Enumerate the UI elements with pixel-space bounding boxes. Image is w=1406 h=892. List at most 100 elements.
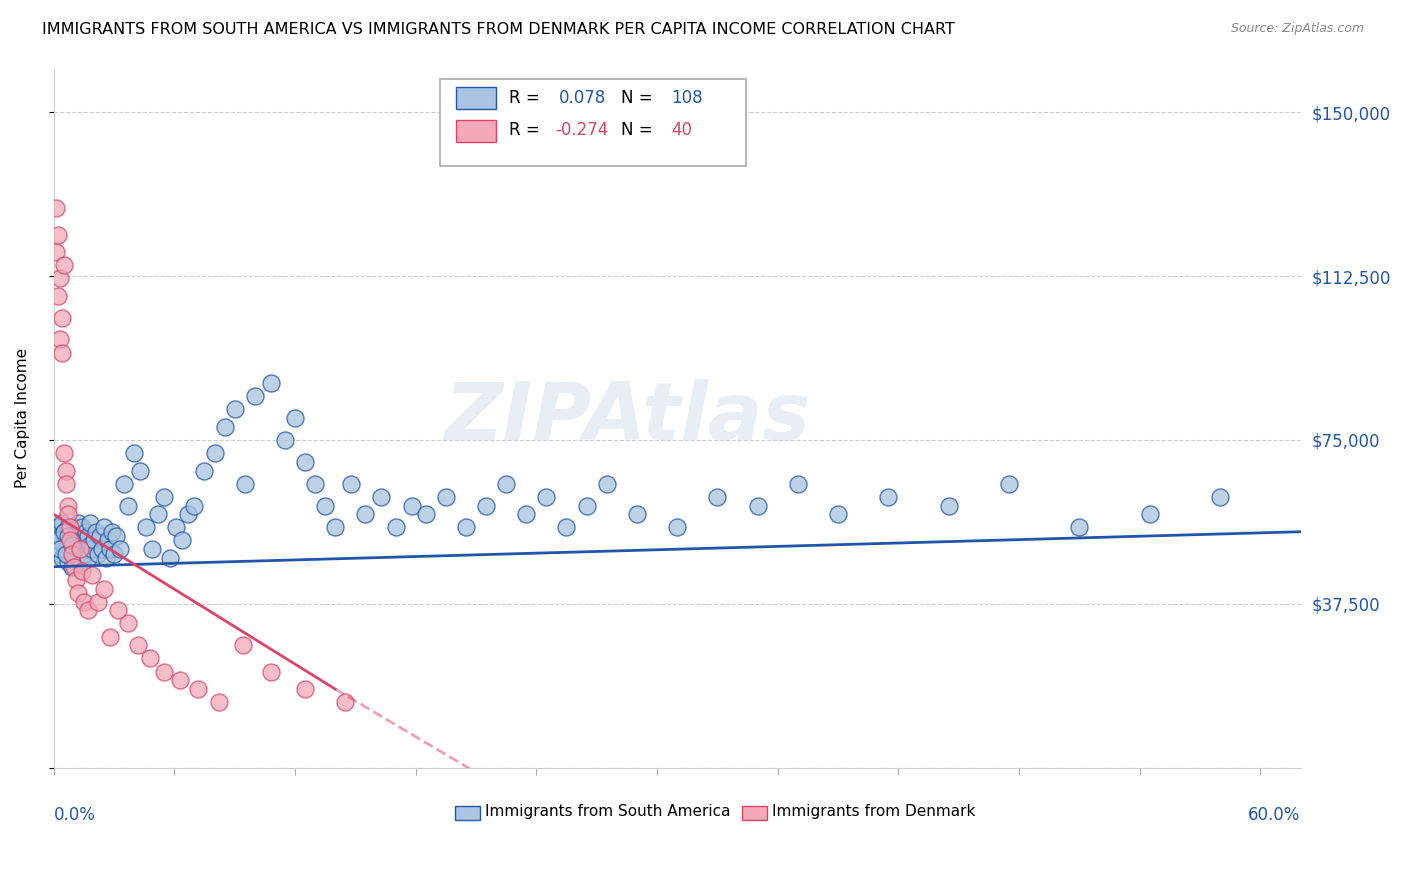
Point (384, 520, 406, 534)
Point (84, 524, 107, 539)
Point (69, 529, 91, 543)
Point (76, 529, 98, 543)
Point (87, 547, 110, 561)
Point (56, 508, 79, 522)
Point (117, 616, 139, 631)
Point (65, 573, 87, 587)
Point (515, 508, 537, 522)
Point (46, 289, 69, 303)
Point (747, 499, 769, 513)
Point (46, 533, 69, 548)
Point (97, 533, 120, 548)
Point (284, 411, 307, 425)
Point (354, 508, 377, 522)
Point (193, 464, 215, 478)
Point (52, 446, 75, 460)
Point (80, 568, 103, 582)
Point (75, 524, 97, 539)
Point (65, 524, 87, 539)
Point (69, 542, 91, 557)
FancyBboxPatch shape (456, 806, 479, 820)
Point (69, 542, 91, 557)
Text: ZIPAtlas: ZIPAtlas (444, 379, 810, 457)
Point (877, 490, 900, 504)
Point (827, 508, 849, 522)
Point (108, 542, 131, 557)
Point (555, 520, 578, 534)
Point (46, 542, 69, 557)
Point (475, 499, 498, 513)
Point (314, 499, 336, 513)
Point (224, 402, 246, 417)
FancyBboxPatch shape (457, 120, 496, 142)
Point (59, 542, 82, 557)
Text: -0.274: -0.274 (555, 121, 609, 139)
Point (73, 547, 96, 561)
Point (62, 520, 84, 534)
Point (1209, 490, 1232, 504)
Point (60, 547, 83, 561)
Point (66, 586, 89, 600)
Point (56, 499, 79, 513)
Point (52, 524, 75, 539)
Point (70, 555, 93, 569)
Point (59, 520, 82, 534)
Point (60, 547, 83, 561)
Point (59, 529, 82, 543)
FancyBboxPatch shape (440, 79, 745, 167)
Point (323, 520, 346, 534)
Point (93, 520, 115, 534)
Text: Source: ZipAtlas.com: Source: ZipAtlas.com (1230, 22, 1364, 36)
Point (233, 476, 256, 491)
Point (75, 542, 97, 557)
Point (56, 529, 79, 543)
Point (165, 520, 187, 534)
Point (48, 271, 70, 285)
Text: R =: R = (509, 89, 544, 107)
Point (666, 520, 689, 534)
Point (786, 476, 808, 491)
Point (48, 333, 70, 347)
Point (169, 673, 191, 688)
Point (52, 258, 75, 272)
Point (401, 499, 423, 513)
Text: 108: 108 (671, 89, 703, 107)
Point (45, 533, 67, 548)
Point (232, 638, 254, 652)
Point (706, 490, 728, 504)
Point (60, 538, 83, 552)
Point (87, 594, 110, 608)
Point (122, 446, 145, 460)
Point (55, 476, 77, 491)
Point (56, 520, 79, 534)
FancyBboxPatch shape (457, 87, 496, 109)
Point (104, 529, 127, 543)
Text: IMMIGRANTS FROM SOUTH AMERICA VS IMMIGRANTS FROM DENMARK PER CAPITA INCOME CORRE: IMMIGRANTS FROM SOUTH AMERICA VS IMMIGRA… (42, 22, 955, 37)
Point (55, 533, 77, 548)
Point (65, 533, 87, 548)
Point (135, 520, 157, 534)
FancyBboxPatch shape (742, 806, 766, 820)
Text: Immigrants from Denmark: Immigrants from Denmark (772, 805, 976, 819)
Point (434, 490, 457, 504)
Point (274, 433, 297, 447)
Point (340, 476, 363, 491)
Point (153, 665, 176, 679)
Point (370, 490, 392, 504)
Point (62, 559, 84, 574)
Point (46, 520, 69, 534)
Point (454, 520, 477, 534)
Y-axis label: Per Capita Income: Per Capita Income (15, 348, 30, 488)
Point (129, 464, 152, 478)
Point (93, 582, 115, 596)
Point (51, 551, 73, 566)
Point (1069, 520, 1091, 534)
Point (294, 681, 316, 696)
Text: N =: N = (621, 89, 658, 107)
Point (51, 345, 73, 359)
Point (48, 542, 70, 557)
Point (260, 376, 283, 391)
Point (103, 547, 125, 561)
Point (59, 533, 82, 548)
Point (66, 516, 89, 530)
